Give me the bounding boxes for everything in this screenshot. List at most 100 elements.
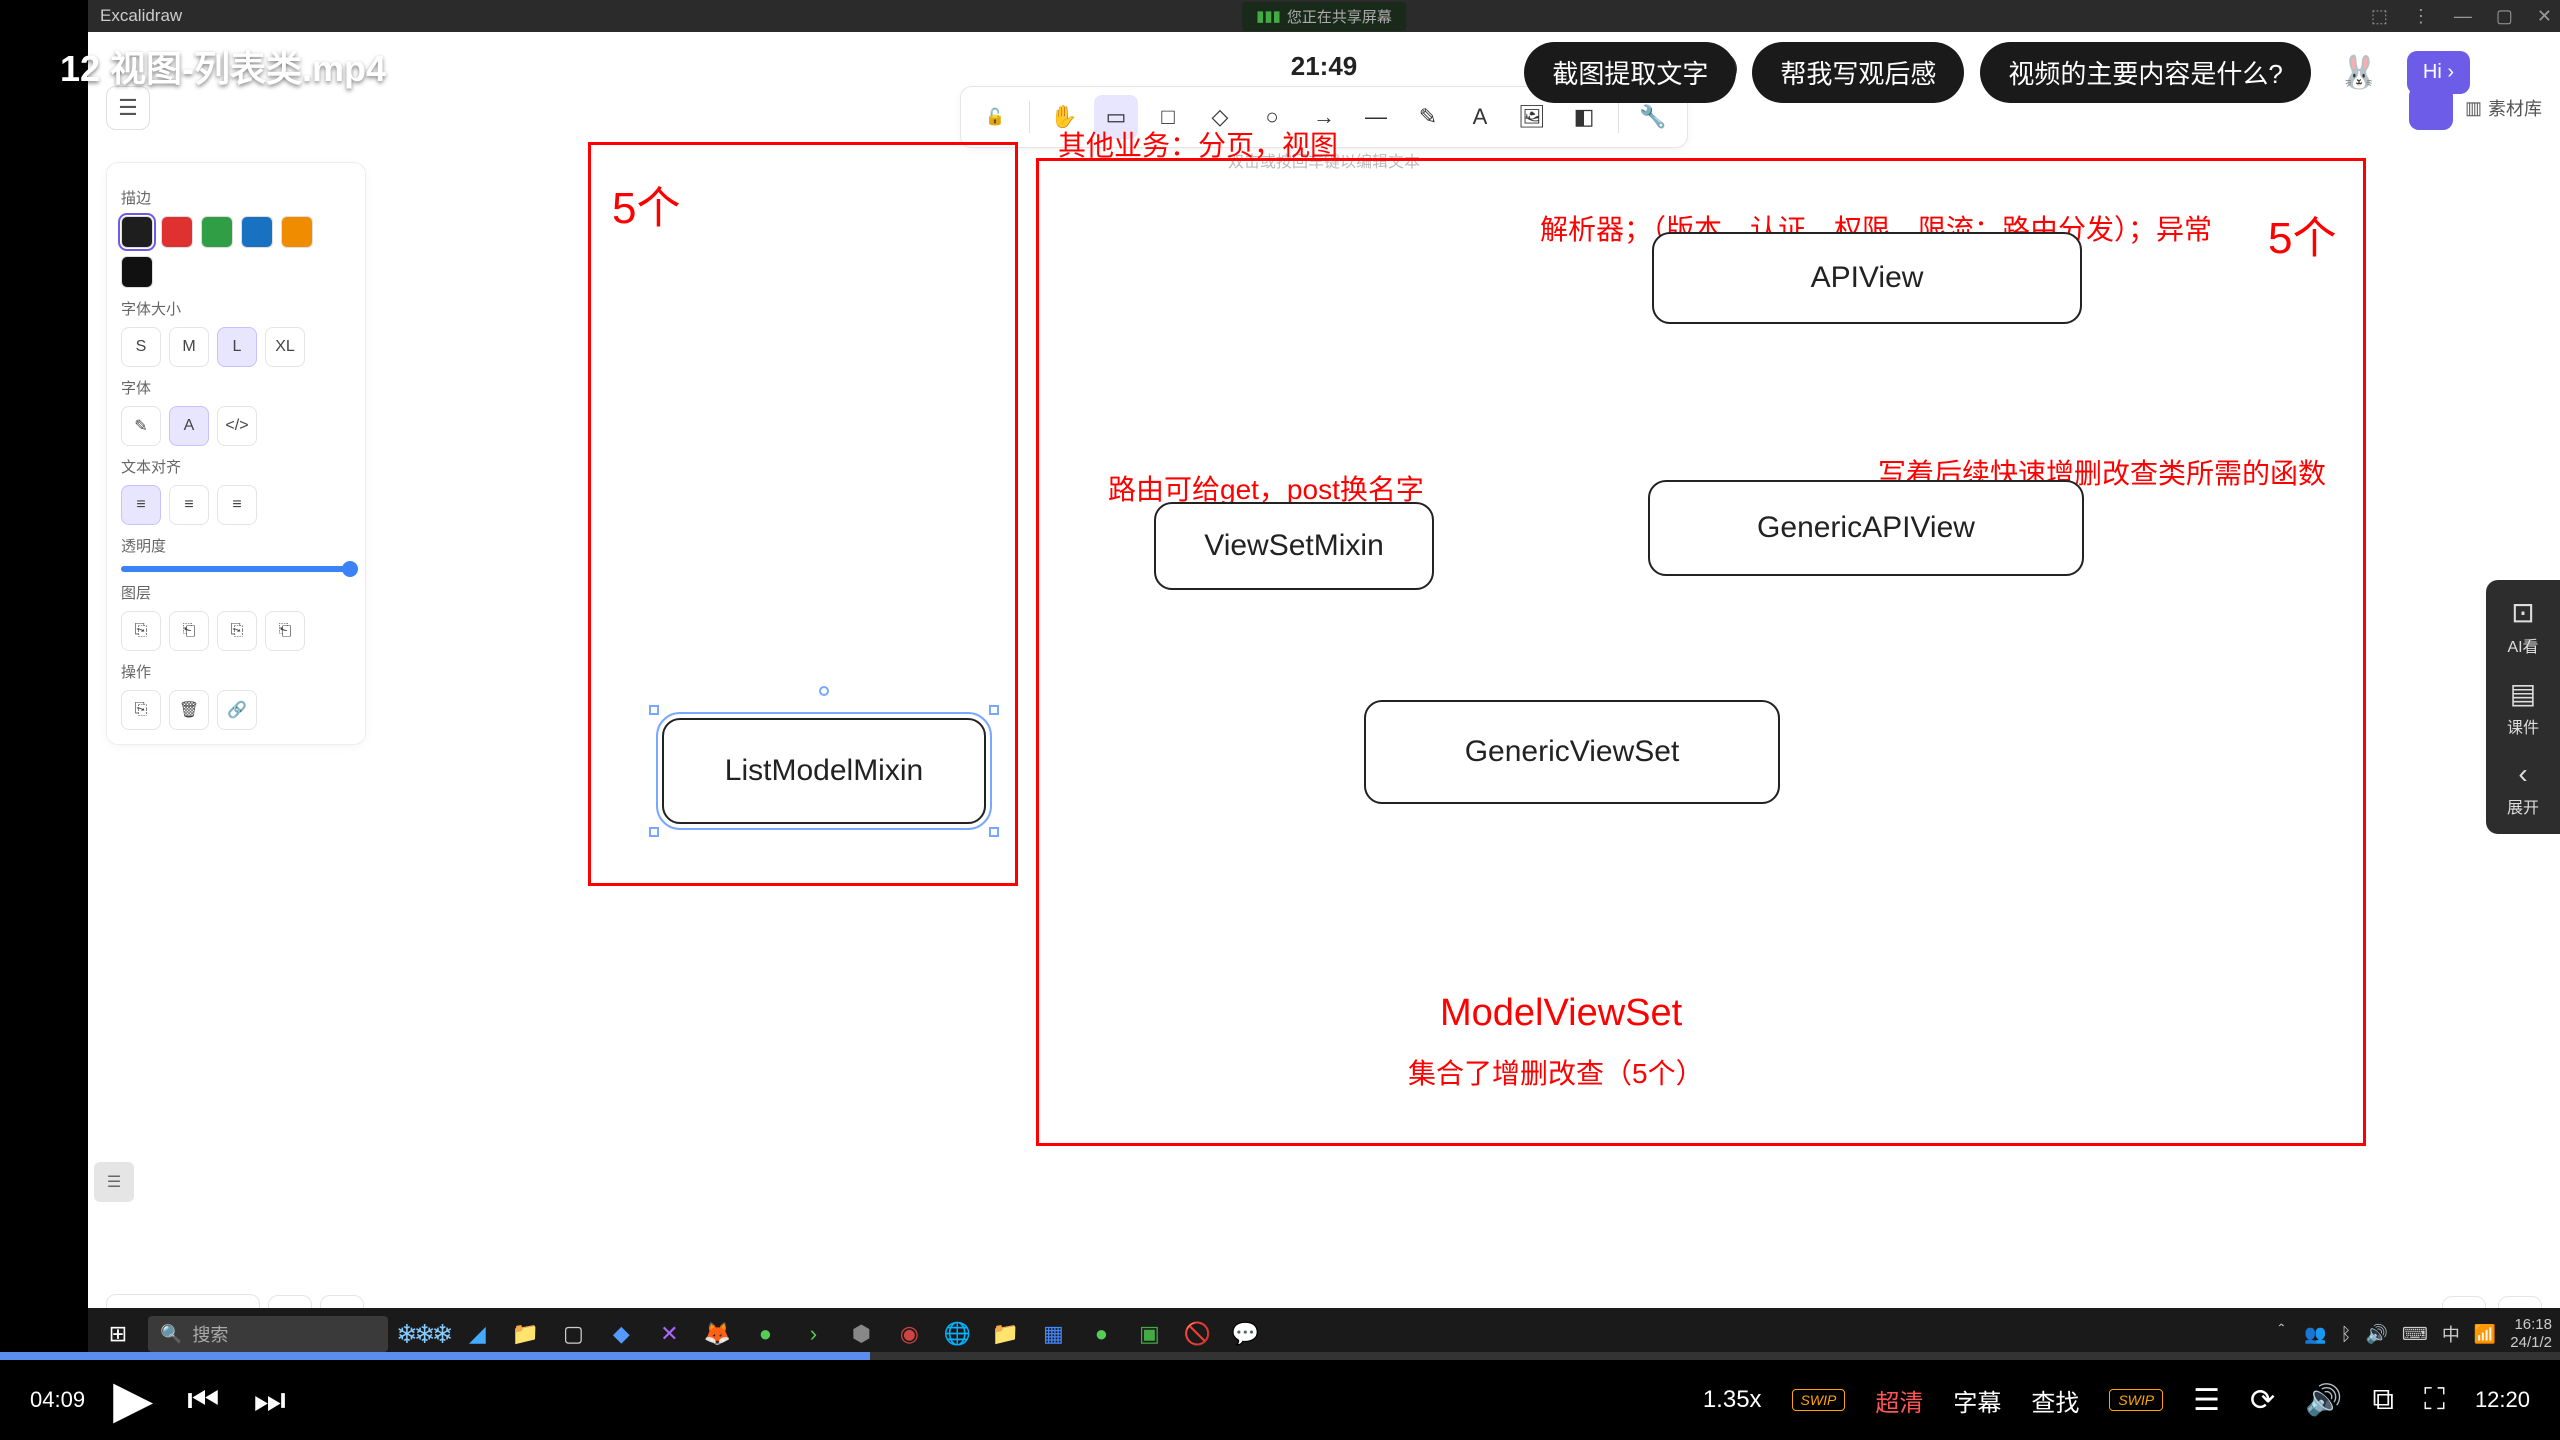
avatar-icon[interactable]: 🐰 bbox=[2327, 40, 2391, 104]
ai-watch-button[interactable]: ⊡AI看 bbox=[2507, 596, 2538, 657]
task-app-7[interactable]: ⬢ bbox=[841, 1314, 881, 1354]
listmodelmixin-box[interactable]: ListModelMixin bbox=[662, 718, 986, 824]
layer-front[interactable]: ⎗ bbox=[265, 611, 305, 651]
quality-button[interactable]: 超清 bbox=[1875, 1383, 1923, 1418]
taskbar-clock[interactable]: 16:18 24/1/2 bbox=[2510, 1316, 2552, 1352]
color-green[interactable] bbox=[201, 216, 233, 248]
layer-forward[interactable]: ⎘ bbox=[217, 611, 257, 651]
apiview-box[interactable]: APIView bbox=[1652, 232, 2082, 324]
header-buttons: 截图提取文字 帮我写观后感 视频的主要内容是什么? 🐰 Hi › bbox=[1524, 40, 2470, 104]
text-tool[interactable]: A bbox=[1458, 95, 1502, 139]
color-orange[interactable] bbox=[281, 216, 313, 248]
size-s[interactable]: S bbox=[121, 327, 161, 367]
play-button[interactable]: ▶ bbox=[113, 1370, 153, 1430]
action-delete[interactable]: 🗑 bbox=[169, 690, 209, 730]
font-normal[interactable]: A bbox=[169, 406, 209, 446]
action-copy[interactable]: ⎘ bbox=[121, 690, 161, 730]
task-app-8[interactable]: ◉ bbox=[889, 1314, 929, 1354]
courseware-button[interactable]: ▤课件 bbox=[2507, 677, 2539, 738]
opacity-label: 透明度 bbox=[121, 535, 351, 556]
task-chrome[interactable]: 🌐 bbox=[937, 1314, 977, 1354]
font-label: 字体 bbox=[121, 377, 351, 398]
tray-vol-icon[interactable]: 🔊 bbox=[2365, 1324, 2387, 1345]
size-l[interactable]: L bbox=[217, 327, 257, 367]
task-app-12[interactable]: ▣ bbox=[1129, 1314, 1169, 1354]
minimize-icon[interactable]: — bbox=[2454, 6, 2472, 27]
next-button[interactable]: ⏭ bbox=[253, 1379, 285, 1422]
start-button[interactable]: ⊞ bbox=[96, 1312, 140, 1356]
action-link[interactable]: 🔗 bbox=[217, 690, 257, 730]
task-app-2[interactable]: ▢ bbox=[553, 1314, 593, 1354]
more-icon[interactable]: ⋮ bbox=[2412, 6, 2430, 27]
speed-button[interactable]: 1.35x bbox=[1703, 1386, 1762, 1414]
task-app-10[interactable]: ▦ bbox=[1033, 1314, 1073, 1354]
font-hand[interactable]: ✎ bbox=[121, 406, 161, 446]
close-icon[interactable]: ✕ bbox=[2537, 6, 2552, 27]
summary-button[interactable]: 视频的主要内容是什么? bbox=[1980, 42, 2310, 103]
task-firefox[interactable]: 🦊 bbox=[697, 1314, 737, 1354]
pip-icon[interactable]: ⧉ bbox=[2373, 1383, 2394, 1417]
tray-up-icon[interactable]: ＾ bbox=[2272, 1321, 2290, 1347]
task-app-3[interactable]: ◆ bbox=[601, 1314, 641, 1354]
task-app-4[interactable]: ✕ bbox=[649, 1314, 689, 1354]
maximize-icon[interactable]: ▢ bbox=[2496, 6, 2513, 27]
task-app-5[interactable]: ● bbox=[745, 1314, 785, 1354]
ai-side-panel: ⊡AI看 ▤课件 ‹展开 bbox=[2486, 580, 2560, 834]
layer-backward[interactable]: ⎗ bbox=[169, 611, 209, 651]
expand-button[interactable]: ‹展开 bbox=[2507, 758, 2539, 818]
align-center[interactable]: ≡ bbox=[169, 485, 209, 525]
find-button[interactable]: 查找 bbox=[2031, 1383, 2079, 1418]
align-left[interactable]: ≡ bbox=[121, 485, 161, 525]
task-app-1[interactable]: ◢ bbox=[457, 1314, 497, 1354]
color-black[interactable] bbox=[121, 216, 153, 248]
opacity-slider[interactable] bbox=[121, 566, 351, 572]
color-blue[interactable] bbox=[241, 216, 273, 248]
viewsetmixin-box[interactable]: ViewSetMixin bbox=[1154, 502, 1434, 590]
review-button[interactable]: 帮我写观后感 bbox=[1752, 42, 1964, 103]
genericviewset-box[interactable]: GenericViewSet bbox=[1364, 700, 1780, 804]
genericapiview-box[interactable]: GenericAPIView bbox=[1648, 480, 2084, 576]
library-button[interactable]: ▥ 素材库 bbox=[2465, 95, 2542, 121]
video-title: 12 视图-列表类.mp4 bbox=[60, 40, 386, 92]
task-app-11[interactable]: ● bbox=[1081, 1314, 1121, 1354]
tray-ime-icon[interactable]: ⌨ bbox=[2402, 1324, 2428, 1345]
menu-button[interactable]: ☰ bbox=[106, 86, 150, 130]
size-xl[interactable]: XL bbox=[265, 327, 305, 367]
extension-icon[interactable]: ⬚ bbox=[2371, 6, 2388, 27]
size-m[interactable]: M bbox=[169, 327, 209, 367]
task-wechat[interactable]: 💬 bbox=[1225, 1314, 1265, 1354]
color-red[interactable] bbox=[161, 216, 193, 248]
line-tool[interactable]: — bbox=[1354, 95, 1398, 139]
color-custom[interactable] bbox=[121, 256, 153, 288]
stroke-label: 描边 bbox=[121, 187, 351, 208]
sharing-indicator[interactable]: ▮▮▮ 您正在共享屏幕 bbox=[1242, 2, 1406, 31]
tray-bt-icon[interactable]: ᛒ bbox=[2341, 1324, 2352, 1345]
hi-button[interactable]: Hi › bbox=[2407, 51, 2470, 94]
search-icon: 🔍 bbox=[160, 1324, 182, 1345]
ocr-button[interactable]: 截图提取文字 bbox=[1524, 42, 1736, 103]
volume-icon[interactable]: 🔊 bbox=[2305, 1383, 2342, 1418]
align-right[interactable]: ≡ bbox=[217, 485, 257, 525]
subtitle-button[interactable]: 字幕 bbox=[1953, 1383, 2001, 1418]
task-app-6[interactable]: › bbox=[793, 1314, 833, 1354]
tray-people-icon[interactable]: 👥 bbox=[2304, 1324, 2326, 1345]
swip-badge-2: SWIP bbox=[2109, 1389, 2163, 1411]
fullscreen-icon[interactable]: ⛶ bbox=[2424, 1383, 2445, 1417]
video-progress[interactable] bbox=[0, 1352, 2560, 1360]
draw-tool[interactable]: ✎ bbox=[1406, 95, 1450, 139]
tray-lang[interactable]: 中 bbox=[2442, 1321, 2460, 1347]
excalidraw-canvas[interactable]: ☰ 21:49 ✕ 🔓 ✋ ▭ □ ◇ ○ → — ✎ A 🖼 ◧ 🔧 双击或按… bbox=[88, 32, 2560, 1360]
font-code[interactable]: </> bbox=[217, 406, 257, 446]
tray-wifi-icon[interactable]: 📶 bbox=[2474, 1324, 2496, 1345]
collapse-button[interactable]: ☰ bbox=[94, 1162, 134, 1202]
list-icon[interactable]: ☰ bbox=[2193, 1383, 2220, 1418]
prev-button[interactable]: ⏮ bbox=[187, 1379, 219, 1422]
task-app-13[interactable]: 🚫 bbox=[1177, 1314, 1217, 1354]
weather-icon[interactable]: ❄❄❄ bbox=[396, 1319, 449, 1350]
loop-icon[interactable]: ⟳ bbox=[2250, 1383, 2275, 1418]
task-explorer[interactable]: 📁 bbox=[505, 1314, 545, 1354]
layer-back[interactable]: ⎘ bbox=[121, 611, 161, 651]
taskbar-search[interactable]: 🔍搜索 bbox=[148, 1316, 388, 1352]
lock-icon[interactable]: 🔓 bbox=[973, 95, 1017, 139]
task-app-9[interactable]: 📁 bbox=[985, 1314, 1025, 1354]
